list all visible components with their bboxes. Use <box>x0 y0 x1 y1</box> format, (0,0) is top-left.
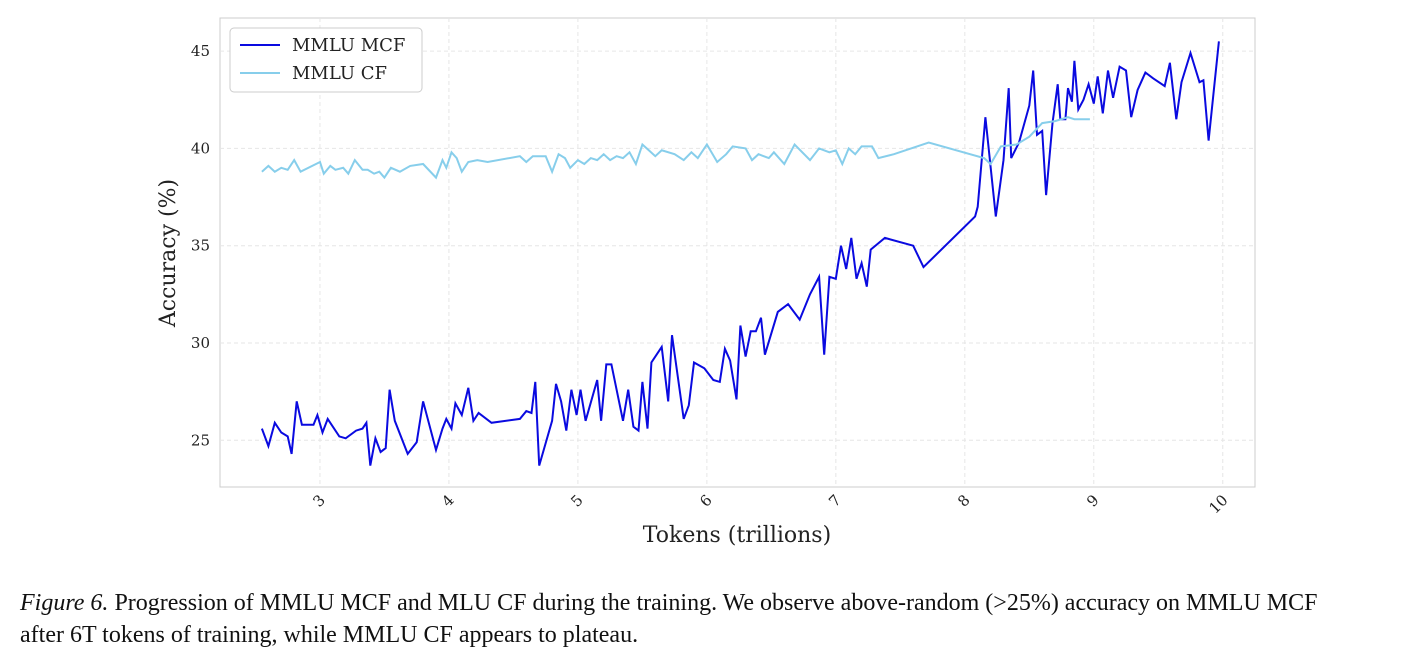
y-tick-label: 45 <box>191 42 210 60</box>
chart: Accuracy (%) Tokens (trillions) 25303540… <box>156 17 1256 548</box>
y-tick-label: 35 <box>191 237 210 255</box>
x-tick-label: 8 <box>954 491 973 510</box>
series-line <box>261 116 1090 180</box>
x-tick-label: 6 <box>696 491 715 510</box>
caption-text: Progression of MMLU MCF and MLU CF durin… <box>114 590 1318 616</box>
x-axis-label: Tokens (trillions) <box>643 523 831 548</box>
y-tick-label: 40 <box>191 139 210 157</box>
caption-label: Figure 6. <box>20 590 109 616</box>
plot-frame <box>219 17 1256 488</box>
legend-label: MMLU CF <box>292 63 387 84</box>
caption-line: after 6T tokens of training, while MMLU … <box>20 622 639 648</box>
x-tick-label: 10 <box>1205 491 1231 517</box>
caption-line: Figure 6. Progression of MMLU MCF and ML… <box>20 590 1317 617</box>
x-tick-label: 4 <box>438 491 457 510</box>
lines <box>260 41 1220 466</box>
y-tick-label: 25 <box>191 431 210 449</box>
grid <box>220 18 1255 487</box>
series-line <box>260 41 1220 466</box>
y-tick-label: 30 <box>191 334 210 352</box>
x-tick-label: 3 <box>309 491 328 510</box>
x-tick-label: 9 <box>1083 491 1102 510</box>
y-axis-label: Accuracy (%) <box>156 179 181 328</box>
x-tick-label: 5 <box>567 491 586 510</box>
x-tick-label: 7 <box>825 491 844 510</box>
legend-label: MMLU MCF <box>292 35 405 56</box>
